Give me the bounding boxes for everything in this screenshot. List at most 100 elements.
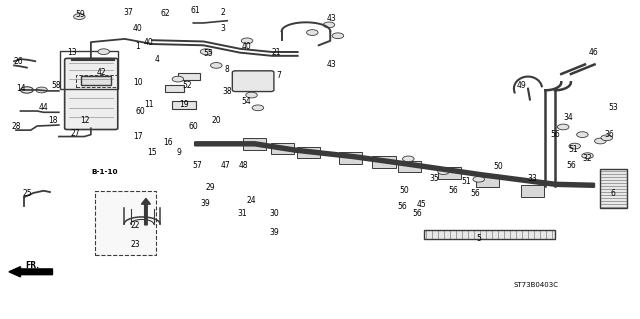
Text: 45: 45: [416, 200, 426, 209]
Text: 38: 38: [222, 87, 232, 96]
Text: 56: 56: [470, 189, 480, 198]
Circle shape: [200, 49, 212, 55]
Circle shape: [473, 176, 484, 182]
FancyArrow shape: [141, 198, 150, 225]
Bar: [438, 167, 461, 179]
Text: 7: 7: [276, 71, 281, 80]
Circle shape: [246, 92, 257, 98]
Text: 8: 8: [225, 65, 230, 74]
Text: 19: 19: [179, 100, 189, 109]
Text: 33: 33: [527, 174, 538, 182]
FancyArrow shape: [9, 267, 52, 277]
Bar: [178, 73, 200, 80]
Text: 51: 51: [461, 177, 471, 186]
Circle shape: [569, 143, 580, 149]
Text: 2: 2: [220, 8, 225, 17]
Bar: [243, 138, 266, 150]
Text: 42: 42: [96, 68, 106, 77]
Text: 4: 4: [154, 55, 159, 63]
Text: 60: 60: [188, 122, 198, 131]
Text: 12: 12: [80, 116, 89, 125]
Text: 40: 40: [132, 24, 143, 33]
Circle shape: [252, 105, 264, 111]
Bar: [81, 76, 111, 85]
Text: 11: 11: [144, 100, 153, 109]
Circle shape: [438, 169, 449, 174]
Text: 17: 17: [132, 132, 143, 141]
Circle shape: [307, 30, 318, 35]
Text: 10: 10: [132, 78, 143, 87]
Text: 56: 56: [397, 202, 407, 211]
Text: 56: 56: [566, 161, 577, 170]
Text: 13: 13: [67, 48, 77, 57]
Text: 20: 20: [211, 116, 221, 125]
Bar: [521, 185, 544, 197]
Text: 43: 43: [326, 14, 337, 23]
Text: FR.: FR.: [25, 261, 39, 270]
Text: 21: 21: [272, 48, 281, 57]
Circle shape: [332, 33, 344, 39]
Text: 47: 47: [220, 161, 230, 170]
Text: 56: 56: [412, 209, 422, 218]
Text: 50: 50: [493, 162, 503, 171]
Text: 28: 28: [12, 122, 21, 131]
Text: 56: 56: [448, 186, 458, 195]
Bar: [172, 101, 196, 109]
Text: 57: 57: [192, 161, 202, 170]
Text: 1: 1: [135, 42, 140, 51]
Circle shape: [403, 156, 414, 162]
Text: 24: 24: [246, 196, 256, 205]
Text: 26: 26: [13, 57, 23, 66]
Bar: [339, 152, 362, 164]
Text: 55: 55: [203, 49, 213, 58]
Bar: [60, 51, 118, 89]
Bar: [165, 85, 184, 92]
Text: 61: 61: [190, 6, 200, 15]
Text: 36: 36: [604, 130, 614, 139]
Bar: [271, 143, 294, 154]
Circle shape: [557, 124, 569, 130]
Text: 52: 52: [182, 81, 192, 90]
Bar: [424, 230, 555, 239]
Text: 43: 43: [326, 60, 337, 69]
Text: 30: 30: [269, 209, 279, 218]
Text: 51: 51: [568, 145, 578, 154]
FancyBboxPatch shape: [232, 71, 274, 92]
Text: ST73B0403C: ST73B0403C: [514, 282, 559, 287]
Circle shape: [582, 153, 593, 159]
Text: 9: 9: [177, 148, 182, 157]
Text: 56: 56: [550, 130, 561, 139]
Text: 49: 49: [516, 81, 527, 90]
Text: 60: 60: [136, 107, 146, 115]
Circle shape: [36, 87, 47, 93]
Bar: [372, 156, 396, 168]
Text: 23: 23: [131, 241, 141, 249]
Circle shape: [577, 132, 588, 137]
Text: 54: 54: [241, 97, 252, 106]
Circle shape: [601, 135, 612, 141]
Text: 27: 27: [70, 129, 81, 138]
Text: 18: 18: [48, 116, 57, 125]
Text: 35: 35: [429, 174, 439, 182]
Text: 50: 50: [399, 186, 410, 195]
FancyBboxPatch shape: [65, 58, 118, 130]
Bar: [76, 75, 117, 87]
Text: 48: 48: [238, 161, 248, 170]
Text: 5: 5: [476, 234, 481, 243]
Bar: [95, 191, 156, 255]
Text: 59: 59: [75, 10, 85, 19]
Text: 25: 25: [22, 189, 33, 198]
Bar: [297, 147, 320, 158]
Text: 39: 39: [200, 199, 210, 208]
Text: B-1-10: B-1-10: [91, 169, 118, 174]
Text: 62: 62: [160, 9, 170, 18]
Circle shape: [98, 49, 109, 55]
Text: 6: 6: [611, 189, 616, 198]
Circle shape: [323, 22, 335, 28]
Circle shape: [595, 138, 606, 144]
Text: 3: 3: [220, 24, 225, 33]
Bar: [398, 161, 421, 172]
Circle shape: [74, 14, 85, 19]
Text: 32: 32: [582, 154, 593, 163]
Text: 40: 40: [143, 38, 154, 47]
